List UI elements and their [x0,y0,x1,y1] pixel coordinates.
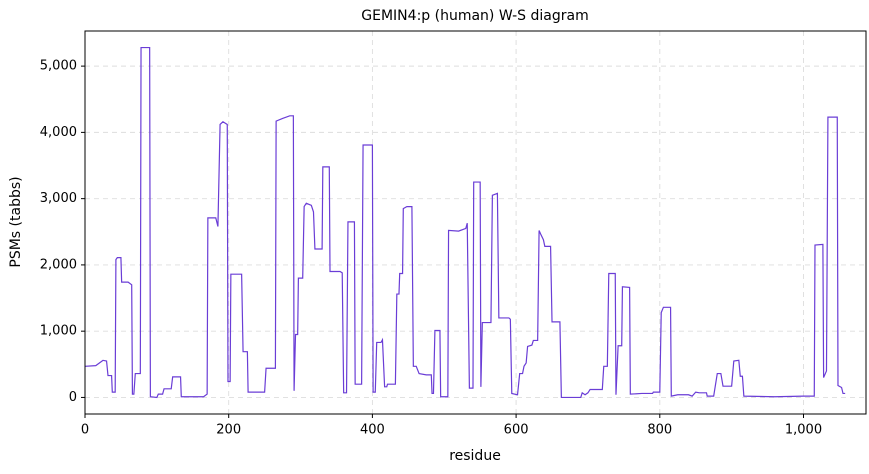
plot-frame [84,30,867,415]
x-tick-label: 600 [504,423,529,438]
y-axis-label: PSMs (tabbs) [8,176,24,267]
x-tick-label: 400 [360,423,385,438]
x-tick-label: 1,000 [785,423,822,438]
chart-title: GEMIN4:p (human) W-S diagram [361,8,588,24]
y-tick-label: 2,000 [40,257,77,272]
x-axis-label: residue [449,448,501,464]
y-tick-label: 5,000 [40,59,77,74]
y-tick-label: 0 [69,390,77,405]
x-tick-label: 0 [81,423,89,438]
y-tick-label: 1,000 [40,324,77,339]
y-tick-label: 4,000 [40,125,77,140]
x-tick-label: 800 [647,423,672,438]
x-tick-label: 200 [216,423,241,438]
data-line [84,46,846,399]
y-tick-label: 3,000 [40,191,77,206]
